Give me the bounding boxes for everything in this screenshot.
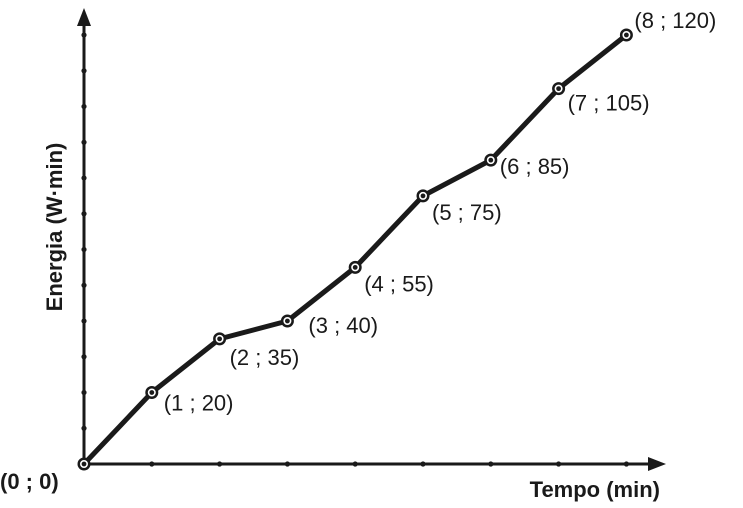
data-point-marker (619, 28, 633, 42)
data-point-marker (213, 332, 227, 346)
x-tick-7 (556, 461, 562, 467)
data-point (348, 260, 362, 274)
data-point (552, 82, 566, 96)
point-label: (3 ; 40) (308, 313, 378, 338)
data-point-marker (552, 82, 566, 96)
data-point (619, 28, 633, 42)
point-label: (4 ; 55) (364, 271, 434, 296)
y-axis-arrow (77, 8, 91, 26)
data-point-ring (554, 84, 563, 93)
y-tick-20 (81, 389, 87, 396)
y-tick-90 (81, 139, 87, 145)
y-tick-120 (81, 32, 87, 38)
data-point-ring (147, 388, 156, 397)
x-tick-1 (149, 461, 155, 467)
data-series (77, 28, 633, 471)
y-tick-40 (81, 318, 87, 324)
x-tick-6 (488, 461, 494, 467)
data-point (77, 457, 91, 471)
data-point-marker (484, 153, 498, 167)
data-point-ring (418, 191, 427, 200)
data-point-ring (80, 459, 89, 468)
data-point-marker (145, 386, 159, 399)
x-tick-8 (623, 461, 630, 467)
data-point-marker (280, 314, 294, 328)
x-tick-4 (352, 461, 358, 467)
x-tick-5 (420, 461, 426, 467)
data-point-ring (486, 156, 495, 165)
point-label: (7 ; 105) (568, 91, 650, 116)
data-point-ring (351, 263, 360, 272)
data-point-marker (348, 260, 362, 274)
point-label: (5 ; 75) (432, 200, 502, 225)
y-tick-110 (81, 68, 87, 74)
data-point-ring (622, 30, 631, 39)
x-axis-arrow (648, 457, 666, 471)
data-point-ring (215, 334, 224, 343)
y-tick-10 (81, 425, 87, 431)
y-tick-100 (81, 103, 87, 110)
point-label: (0 ; 0) (0, 469, 59, 494)
x-axis-title: Tempo (min) (530, 477, 660, 502)
data-point (280, 314, 294, 328)
y-tick-60 (81, 246, 87, 253)
y-tick-70 (81, 211, 87, 217)
point-label: (8 ; 120) (634, 8, 716, 33)
data-point (213, 332, 227, 346)
y-tick-80 (81, 175, 87, 181)
point-label: (2 ; 35) (230, 345, 300, 370)
data-point-ring (283, 316, 292, 325)
point-labels: (0 ; 0) (1 ; 20) (2 ; 35) (3 ; 40) (4 ; 55) (… (0, 8, 716, 494)
point-label: (6 ; 85) (500, 154, 570, 179)
axis-ticks (81, 32, 630, 467)
data-point (484, 153, 498, 167)
y-tick-50 (81, 282, 87, 288)
x-tick-3 (284, 461, 290, 467)
data-point (416, 189, 430, 203)
data-point-marker (77, 457, 91, 471)
data-point-marker (416, 189, 430, 203)
y-tick-30 (81, 354, 87, 360)
data-point (145, 386, 159, 399)
y-axis-title: Energia (W·min) (42, 143, 67, 312)
x-tick-2 (217, 461, 223, 467)
point-label: (1 ; 20) (164, 391, 234, 416)
